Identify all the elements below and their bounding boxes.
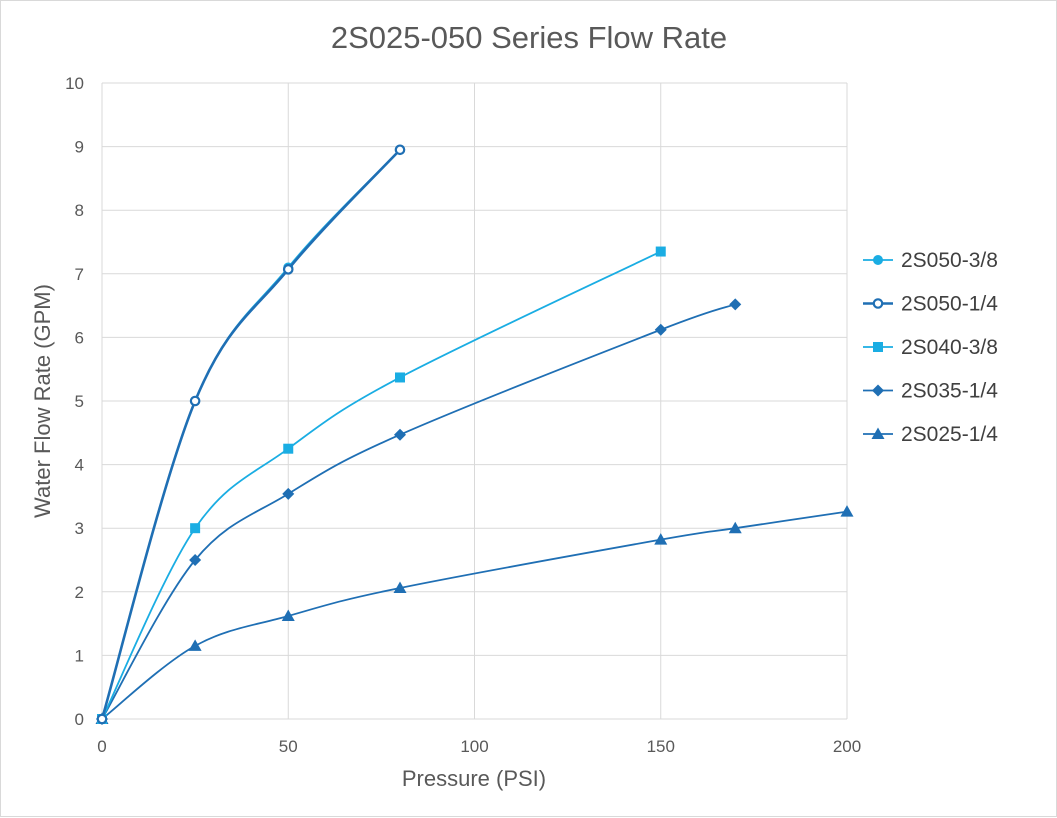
legend-item: 2S040-3/8	[863, 336, 998, 359]
x-tick-label: 50	[279, 737, 298, 756]
data-point	[283, 443, 294, 454]
series-line	[101, 250, 662, 720]
x-tick-label: 200	[833, 737, 861, 756]
x-tick-label: 0	[97, 737, 106, 756]
legend: 2S050-3/8 2S050-1/4 2S040-3/8 2S035-1/4 2S02…	[863, 249, 998, 446]
legend-item: 2S050-3/8	[863, 249, 998, 272]
legend-item: 2S025-1/4	[863, 423, 998, 446]
y-tick-label: 10	[65, 74, 84, 93]
data-point	[394, 428, 406, 441]
data-point	[282, 264, 294, 275]
series-2	[97, 246, 666, 724]
legend-marker	[872, 298, 884, 309]
legend-marker	[871, 427, 885, 439]
y-tick-label: 7	[75, 265, 84, 284]
data-point	[654, 533, 668, 545]
legend-label: 2S025-1/4	[901, 423, 998, 446]
series-1	[96, 144, 406, 725]
legend-marker	[873, 342, 883, 352]
y-tick-label: 4	[75, 456, 84, 475]
x-tick-label: 150	[647, 737, 675, 756]
data-point	[394, 144, 406, 156]
data-point	[189, 554, 202, 566]
legend-label: 2S050-3/8	[901, 249, 998, 272]
gridlines	[101, 82, 848, 720]
y-tick-label: 3	[75, 519, 84, 538]
legend-label: 2S035-1/4	[901, 380, 998, 403]
series-group	[95, 144, 854, 725]
series-0	[97, 144, 405, 724]
y-tick-label: 0	[75, 710, 84, 729]
legend-label: 2S050-1/4	[901, 293, 998, 316]
data-point	[654, 323, 667, 336]
series-line	[101, 303, 736, 720]
series-line	[100, 148, 401, 720]
y-tick-label: 1	[75, 646, 84, 665]
data-point	[281, 609, 295, 621]
legend-item: 2S050-1/4	[863, 293, 998, 316]
y-tick-label: 6	[75, 328, 84, 347]
data-point	[729, 298, 742, 311]
series-3	[96, 298, 742, 725]
y-axis-title: Water Flow Rate (GPM)	[30, 284, 55, 518]
y-tick-label: 9	[75, 138, 84, 157]
x-tick-label: 100	[460, 737, 488, 756]
data-point	[96, 713, 108, 725]
legend-marker	[873, 255, 883, 265]
y-tick-label: 8	[75, 201, 84, 220]
data-point	[189, 395, 201, 407]
legend-item: 2S035-1/4	[863, 380, 998, 403]
y-tick-label: 5	[75, 392, 84, 411]
data-point	[393, 581, 407, 593]
data-point	[395, 372, 405, 383]
data-point	[188, 639, 202, 651]
data-point	[840, 505, 854, 517]
data-point	[190, 523, 201, 534]
chart-title: 2S025-050 Series Flow Rate	[331, 20, 727, 55]
legend-label: 2S040-3/8	[901, 336, 998, 359]
data-point	[282, 487, 295, 500]
series-line	[101, 149, 401, 720]
x-axis-title: Pressure (PSI)	[402, 766, 546, 791]
y-tick-label: 2	[75, 583, 84, 602]
data-point	[728, 521, 742, 534]
data-point	[655, 246, 666, 257]
legend-marker	[872, 384, 884, 397]
